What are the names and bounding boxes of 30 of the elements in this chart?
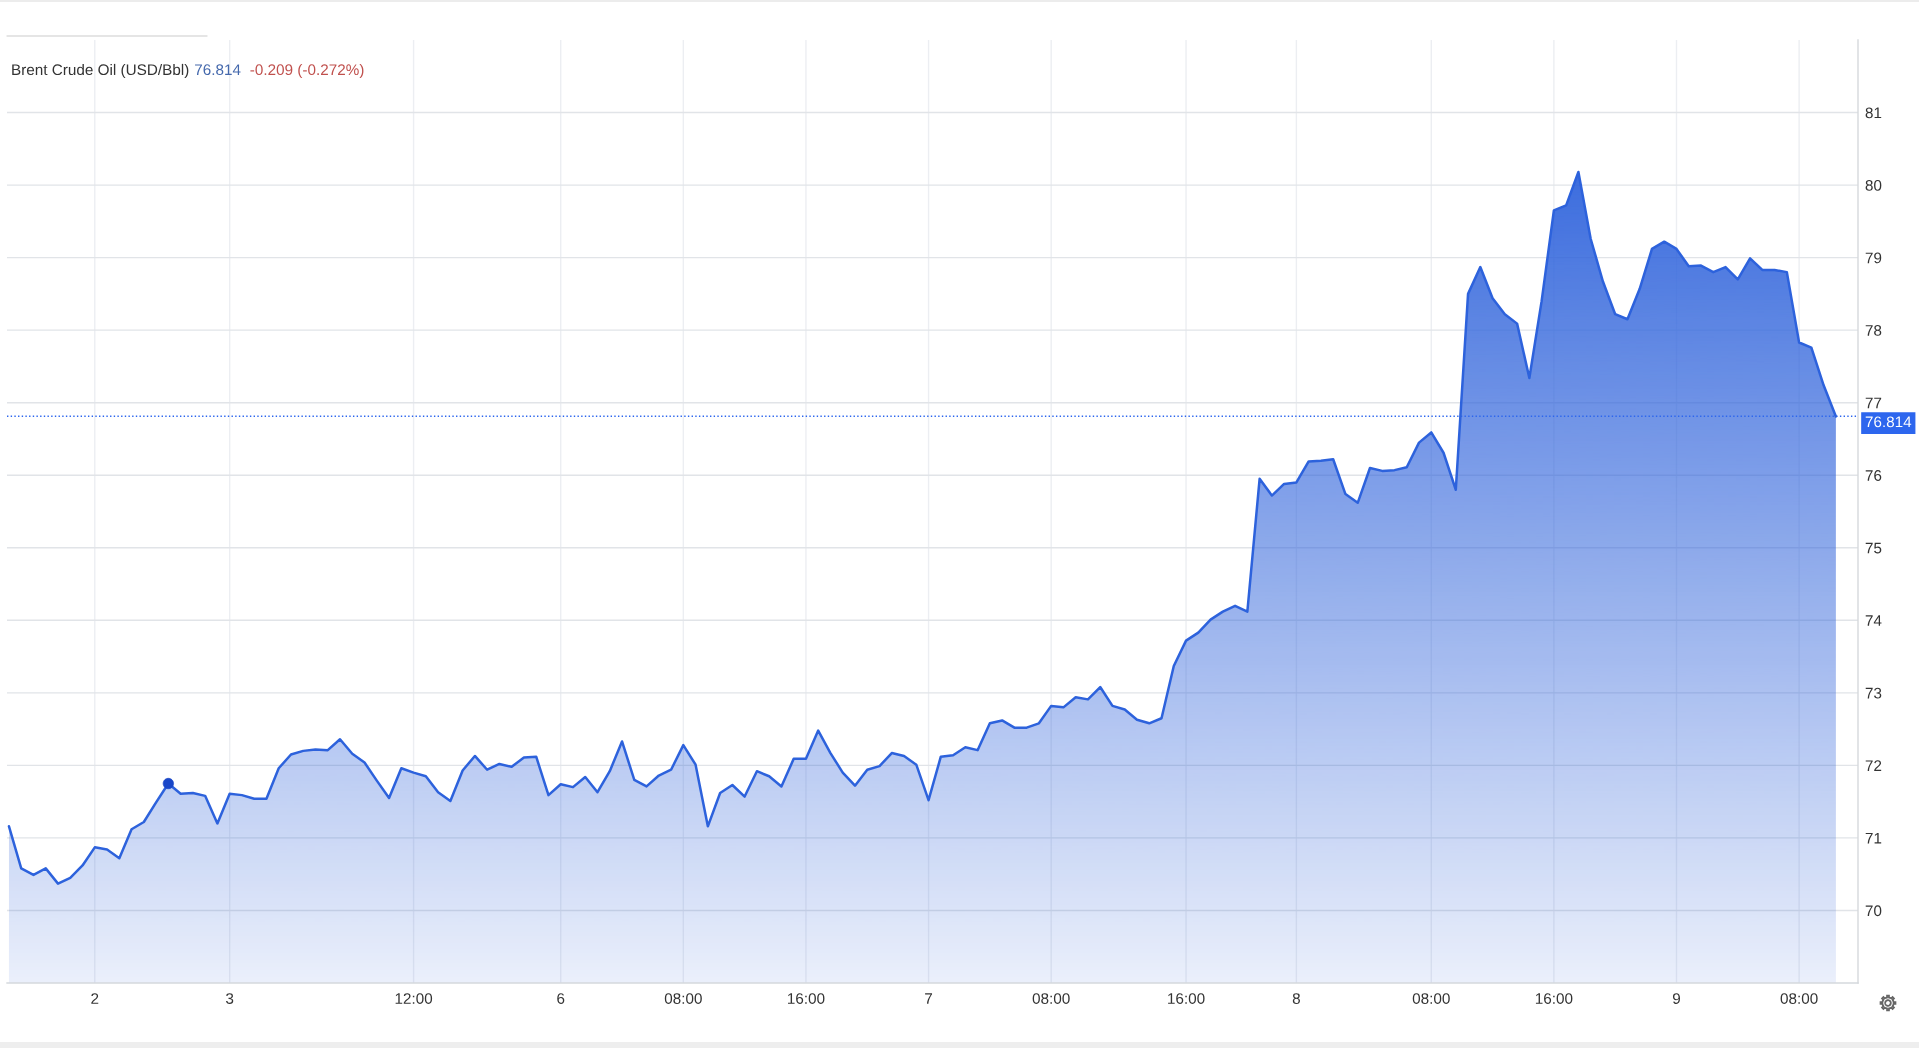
x-tick-label: 12:00 bbox=[395, 993, 433, 1004]
x-tick-label: 08:00 bbox=[1780, 993, 1818, 1004]
annotation: -0.209 (-0.272%) bbox=[250, 63, 364, 79]
y-tick-label: 76 bbox=[1865, 470, 1882, 481]
x-tick-label: 6 bbox=[557, 993, 565, 1004]
x-tick-label: 08:00 bbox=[1032, 993, 1070, 1004]
x-tick-label: 08:00 bbox=[664, 993, 702, 1004]
y-tick-label: 77 bbox=[1865, 397, 1882, 409]
x-tick-label: 16:00 bbox=[788, 993, 825, 1004]
x-tick-label: 08:00 bbox=[1412, 993, 1450, 1004]
y-tick-label: 74 bbox=[1865, 615, 1882, 626]
y-tick-label: 70 bbox=[1865, 905, 1882, 917]
y-tick-label: 71 bbox=[1865, 832, 1882, 844]
x-tick-label: 2 bbox=[91, 993, 99, 1004]
annotation: 76.814 bbox=[195, 64, 241, 76]
y-tick-label: 80 bbox=[1865, 179, 1882, 191]
x-tick-label: 16:00 bbox=[1535, 993, 1573, 1004]
x-tick-label: 3 bbox=[226, 993, 234, 1004]
x-tick-label: 8 bbox=[1292, 993, 1300, 1004]
x-tick-label: 7 bbox=[925, 993, 933, 1004]
ref-line-label: 76.814 bbox=[1865, 416, 1912, 428]
x-tick-label: 9 bbox=[1672, 993, 1681, 1004]
y-tick-label: 81 bbox=[1865, 107, 1882, 119]
text: Brent Crude Oil (USD/Bbl) bbox=[12, 63, 189, 79]
x-tick-label: 16:00 bbox=[1168, 993, 1205, 1004]
y-tick-label: 73 bbox=[1865, 687, 1882, 699]
y-tick-label: 79 bbox=[1865, 252, 1882, 264]
y-tick-label: 75 bbox=[1865, 542, 1882, 554]
y-tick-label: 72 bbox=[1865, 760, 1882, 771]
y-tick-label: 78 bbox=[1865, 325, 1882, 336]
